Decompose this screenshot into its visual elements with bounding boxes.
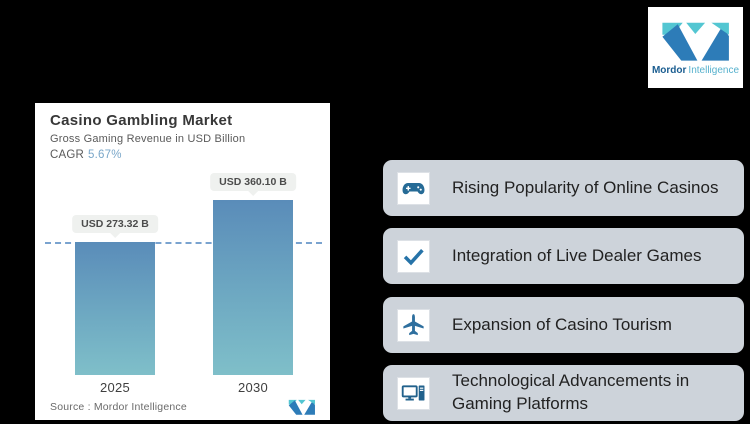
- chart-cagr: CAGR 5.67%: [50, 149, 122, 161]
- highlight-item-casino-tourism: Expansion of Casino Tourism: [383, 297, 744, 353]
- brand-name: Mordor Intelligence: [652, 65, 739, 76]
- highlight-label: Rising Popularity of Online Casinos: [452, 177, 719, 197]
- x-axis-label-2025: 2025: [99, 380, 131, 395]
- source-row: Source : Mordor Intelligence: [50, 398, 316, 416]
- mordor-intelligence-logo-icon: [661, 22, 729, 61]
- airplane-icon: [397, 308, 430, 342]
- checkmark-icon: [397, 239, 430, 273]
- value-label-2030: USD 360.10 B: [210, 173, 296, 196]
- brand-name-bold: Mordor: [651, 64, 687, 76]
- highlight-item-online-casinos: Rising Popularity of Online Casinos: [383, 160, 744, 216]
- value-label-2025: USD 273.32 B: [72, 215, 158, 238]
- bar-2030: [213, 200, 293, 375]
- highlight-label: Technological Advancements in Gaming Pla…: [452, 371, 690, 413]
- source-text: Source : Mordor Intelligence: [50, 401, 187, 413]
- highlight-label: Expansion of Casino Tourism: [452, 314, 672, 334]
- desktop-computer-icon: [397, 376, 430, 410]
- highlight-item-live-dealer: Integration of Live Dealer Games: [383, 228, 744, 284]
- highlight-label: Integration of Live Dealer Games: [452, 245, 702, 265]
- brand-logo: Mordor Intelligence: [648, 7, 743, 88]
- bar-2025: [75, 242, 155, 375]
- x-axis-label-2030: 2030: [237, 380, 269, 395]
- mordor-intelligence-logo-icon-small: [288, 399, 315, 415]
- chart-plot-area: USD 273.32 B USD 360.10 B: [35, 173, 330, 375]
- brand-name-light: Intelligence: [688, 64, 740, 76]
- gamepad-icon: [397, 171, 430, 205]
- highlight-item-tech-advancements: Technological Advancements in Gaming Pla…: [383, 365, 744, 421]
- chart-subtitle: Gross Gaming Revenue in USD Billion: [50, 133, 246, 145]
- cagr-value: 5.67%: [88, 149, 122, 161]
- chart-title: Casino Gambling Market: [50, 112, 233, 129]
- dashed-guide-line: [45, 242, 322, 244]
- chart-card: Casino Gambling Market Gross Gaming Reve…: [35, 103, 330, 420]
- cagr-label: CAGR: [50, 149, 85, 161]
